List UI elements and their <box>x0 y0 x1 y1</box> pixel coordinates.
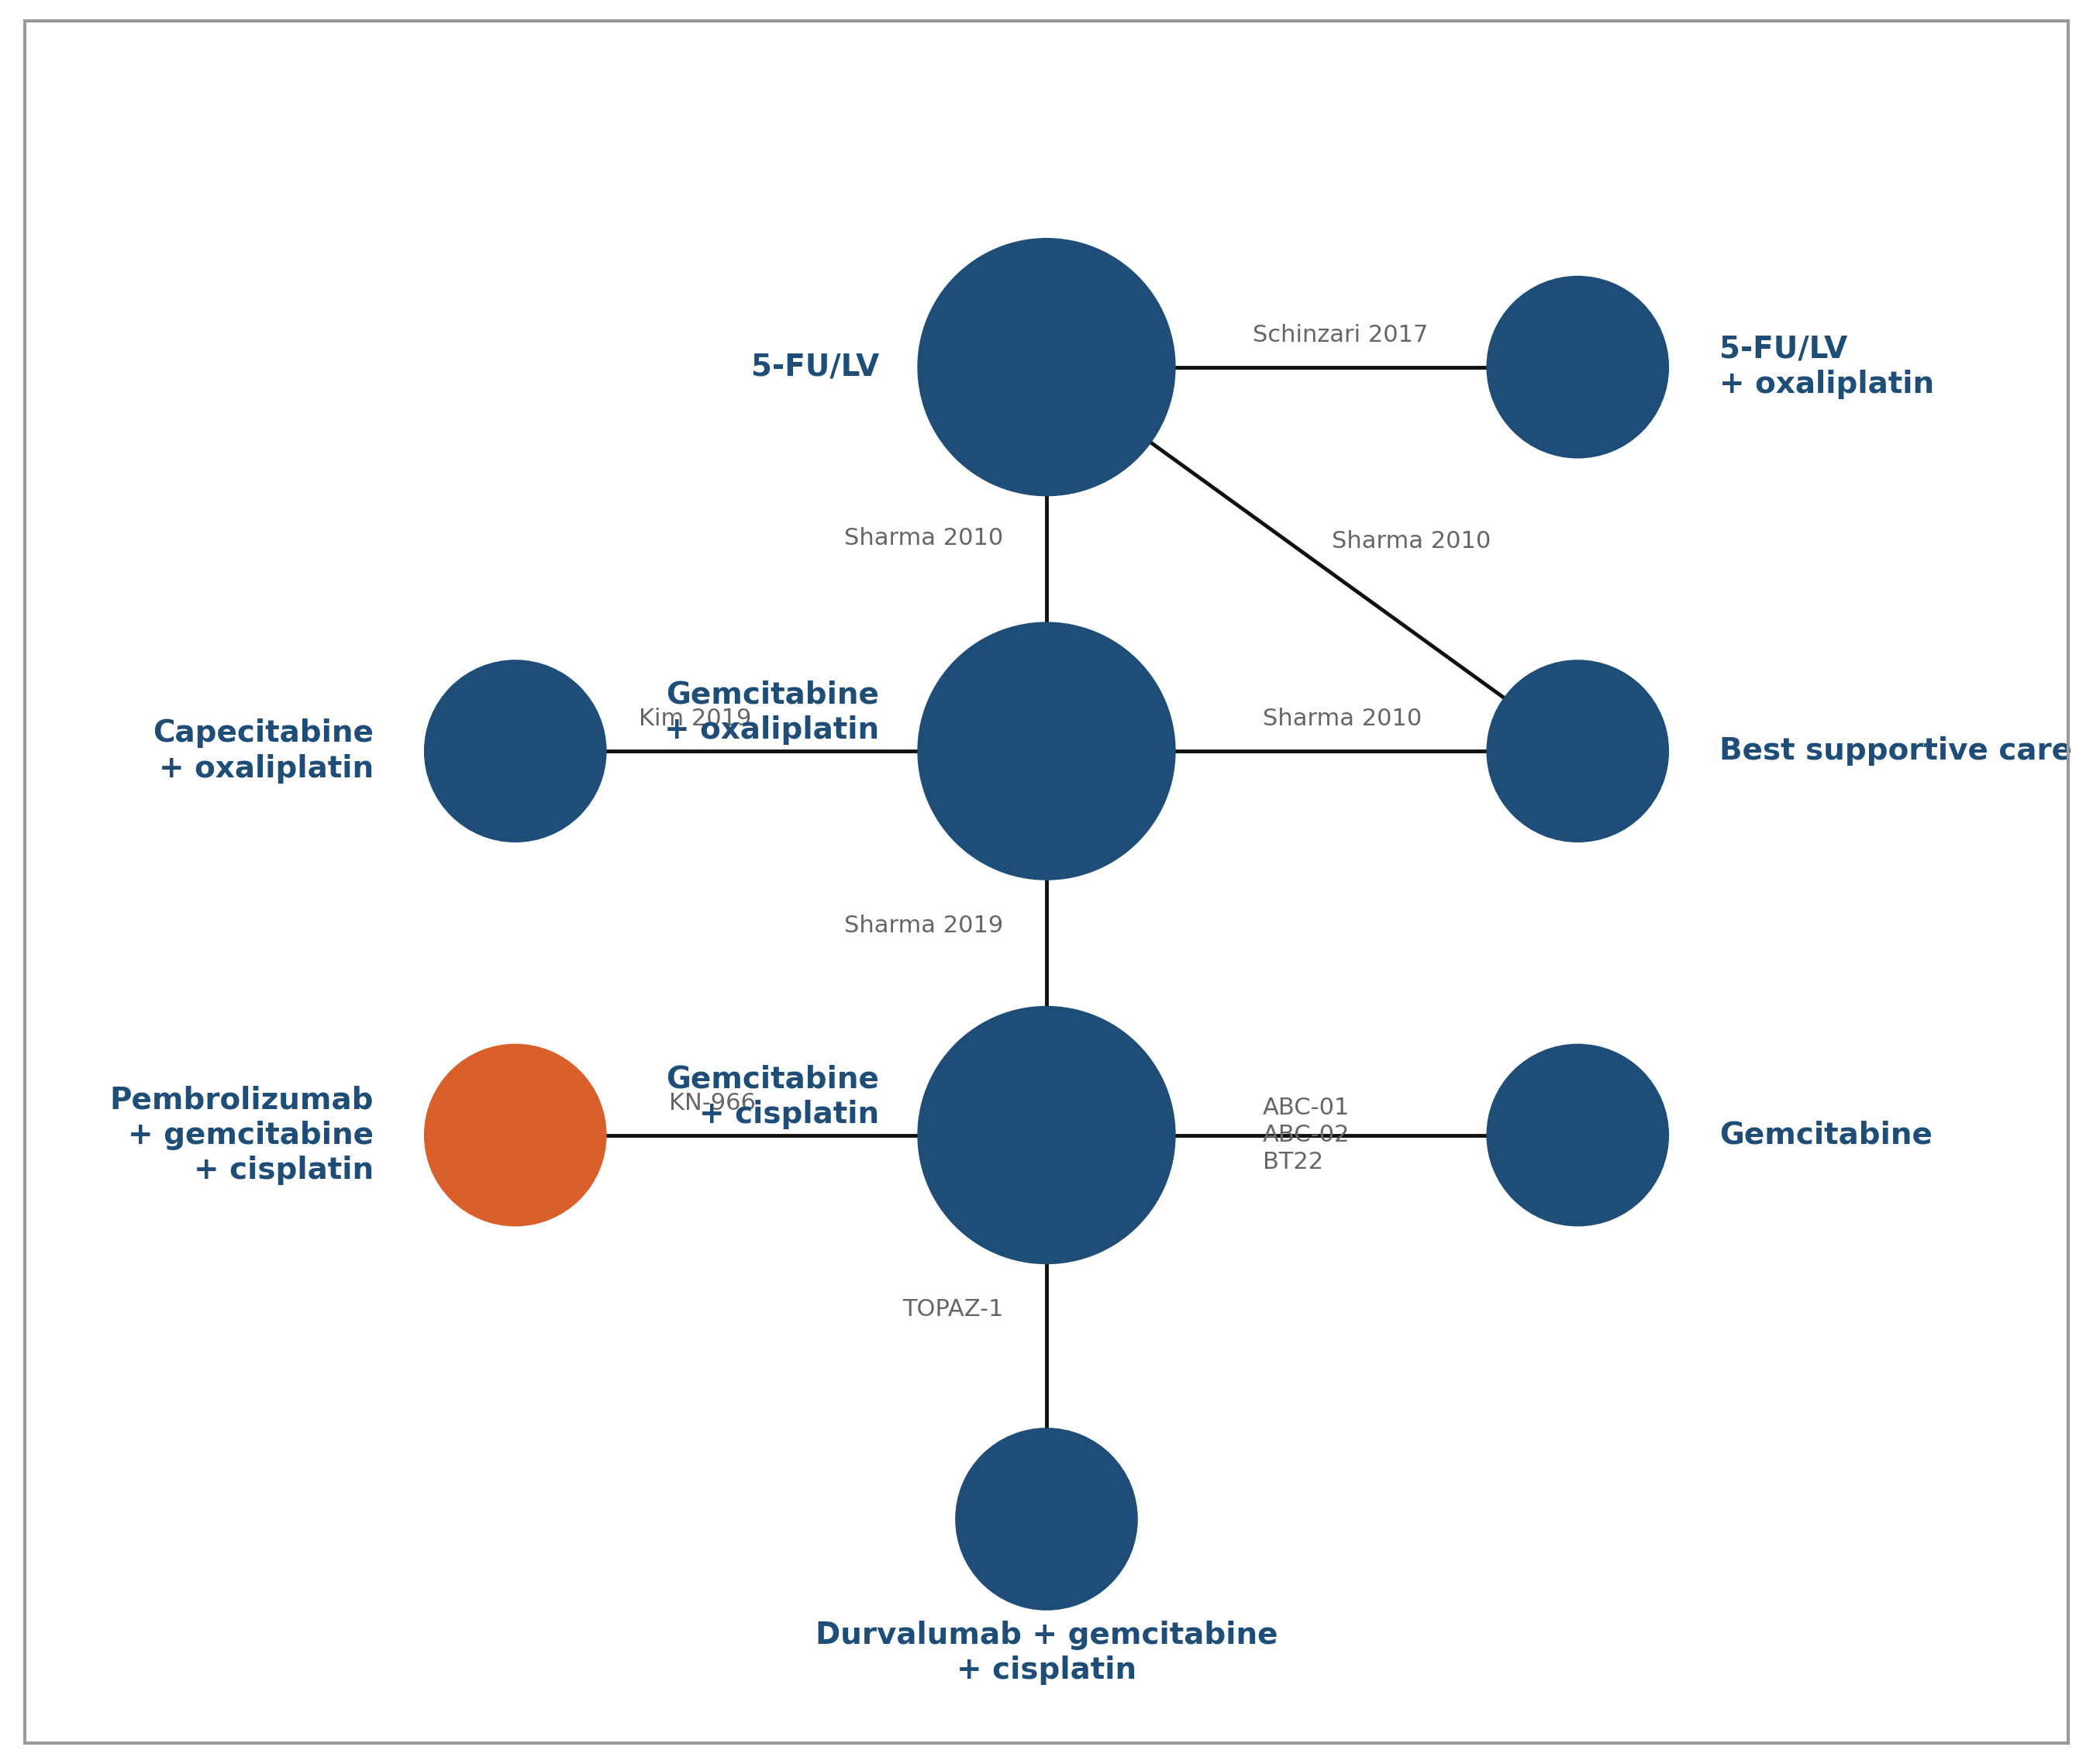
Text: ABC-01
ABC-02
BT22: ABC-01 ABC-02 BT22 <box>1262 1097 1350 1173</box>
Text: Durvalumab + gemcitabine
+ cisplatin: Durvalumab + gemcitabine + cisplatin <box>816 1621 1277 1685</box>
Text: 5-FU/LV
+ oxaliplatin: 5-FU/LV + oxaliplatin <box>1718 335 1934 399</box>
Text: Sharma 2019: Sharma 2019 <box>843 914 1003 937</box>
Point <box>1030 1120 1063 1148</box>
Text: Gemcitabine
+ oxaliplatin: Gemcitabine + oxaliplatin <box>663 681 879 744</box>
Text: Sharma 2010: Sharma 2010 <box>1262 707 1421 730</box>
Point <box>1030 737 1063 766</box>
Point <box>498 737 532 766</box>
Point <box>1561 353 1595 381</box>
Point <box>1561 1120 1595 1148</box>
Text: Kim 2019: Kim 2019 <box>638 707 751 730</box>
Text: Gemcitabine: Gemcitabine <box>1718 1120 1932 1150</box>
Point <box>498 1120 532 1148</box>
Text: Best supportive care: Best supportive care <box>1718 736 2072 766</box>
Text: Schinzari 2017: Schinzari 2017 <box>1254 323 1430 346</box>
Text: Pembrolizumab
+ gemcitabine
+ cisplatin: Pembrolizumab + gemcitabine + cisplatin <box>109 1085 375 1185</box>
Text: Sharma 2010: Sharma 2010 <box>843 527 1003 549</box>
Text: Sharma 2010: Sharma 2010 <box>1331 531 1490 552</box>
Text: 5-FU/LV: 5-FU/LV <box>751 353 879 381</box>
Point <box>1030 1505 1063 1533</box>
Point <box>1030 353 1063 381</box>
Text: TOPAZ-1: TOPAZ-1 <box>902 1298 1003 1321</box>
Text: Capecitabine
+ oxaliplatin: Capecitabine + oxaliplatin <box>153 718 375 783</box>
Point <box>1561 737 1595 766</box>
Text: KN-966: KN-966 <box>668 1092 756 1115</box>
Text: Gemcitabine
+ cisplatin: Gemcitabine + cisplatin <box>666 1064 879 1129</box>
